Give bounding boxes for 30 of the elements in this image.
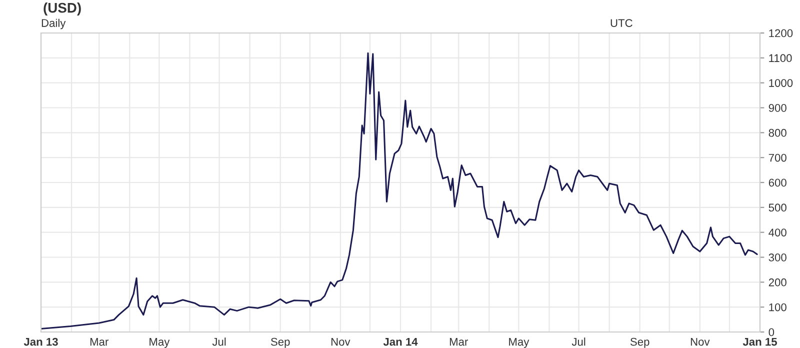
y-tick-label: 500 (768, 204, 786, 212)
y-tick-label: 400 (768, 228, 786, 236)
x-tick-label: Jan 13 (24, 338, 58, 346)
x-tick-label: Mar (90, 338, 108, 346)
y-tick-label: 200 (768, 278, 786, 286)
x-tick-label: Sep (630, 338, 650, 348)
x-tick-label: Nov (331, 338, 350, 346)
y-tick-label: 1000 (769, 79, 793, 87)
x-tick-label: Jan 14 (383, 338, 418, 346)
x-tick-label: Jan 15 (742, 338, 777, 346)
text: UTC (610, 19, 632, 27)
x-tick-label: Nov (690, 338, 710, 346)
text: Daily (42, 18, 66, 30)
y-tick-label: 1200 (769, 29, 793, 38)
y-tick-label: 100 (769, 303, 786, 312)
x-tick-label: May (509, 338, 530, 348)
y-tick-label: 700 (768, 154, 786, 162)
y-tick-label: 900 (768, 104, 786, 112)
line-series (41, 52, 758, 330)
x-tick-label: Sep (270, 338, 290, 348)
y-tick-label: 300 (768, 254, 786, 262)
x-tick-label: Jul (212, 338, 226, 346)
x-tick-label: May (150, 338, 170, 348)
y-tick-label: 600 (768, 178, 786, 187)
chart-title: (USD) (44, 2, 81, 16)
y-tick-label: 800 (768, 128, 786, 137)
x-tick-label: Mar (450, 338, 468, 346)
y-tick-label: 1100 (769, 54, 792, 62)
y-tick-label: 0 (768, 328, 774, 336)
x-tick-label: Jul (572, 338, 586, 346)
